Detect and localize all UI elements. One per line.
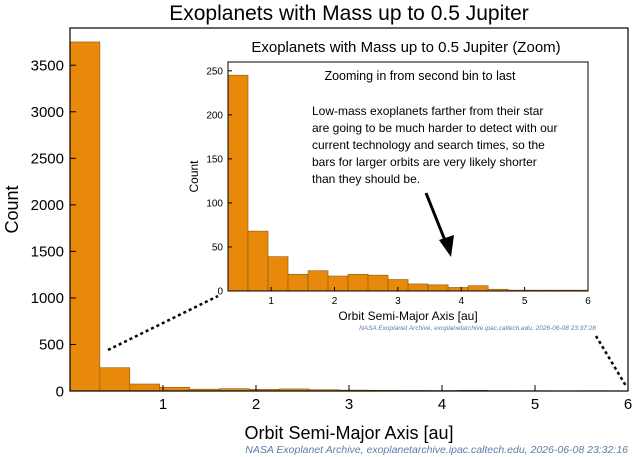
annotation-line: current technology and search times, so … [312,138,545,152]
y-tick-label: 2000 [31,197,64,214]
histogram-bar [247,230,269,292]
x-tick-label: 3 [345,396,353,413]
x-axis-label: Orbit Semi-Major Axis [au] [244,423,453,443]
y-tick-label: 250 [206,66,223,77]
chart-title: Exoplanets with Mass up to 0.5 Jupiter [169,2,529,25]
y-tick-label: 0 [56,383,64,400]
x-tick-label: 1 [159,396,167,413]
histogram-bar [307,270,329,292]
y-tick-label: 0 [217,287,223,298]
annotation-line: Low-mass exoplanets farther from their s… [312,104,543,118]
zoom-connectors [107,294,628,387]
annotation-line: bars for larger orbits are very likely s… [312,155,537,169]
x-tick-label: 3 [395,296,401,307]
histogram-bar [287,273,309,292]
x-tick-label: 5 [531,396,539,413]
x-tick-label: 4 [438,396,446,413]
chart-title: Exoplanets with Mass up to 0.5 Jupiter (… [251,39,560,56]
x-tick-label: 2 [332,296,338,307]
y-tick-label: 500 [39,337,64,354]
zoom-connector-left [107,294,219,352]
y-axis-label: Count [2,185,22,233]
main-chart: 1 2 3 4 5 60500100015002000250030003500Exopla… [2,2,632,456]
y-tick-label: 100 [206,198,223,209]
plot-frame [227,61,589,292]
y-tick-label: 150 [206,154,223,165]
histogram-bar [347,273,369,292]
histogram-bar [447,287,469,292]
histogram-bar [129,383,160,392]
annotation-line: than they should be. [312,172,420,186]
histogram-bar [367,274,389,292]
source-credit: NASA Exoplanet Archive, exoplanetarchive… [245,444,628,456]
x-tick-label: 2 [252,396,260,413]
y-tick-label: 200 [206,110,223,121]
histogram-bar [427,284,449,292]
annotation-line: are going to be much harder to detect wi… [312,121,557,135]
y-tick-label: 50 [212,242,224,253]
source-credit: NASA Exoplanet Archive, exoplanetarchive… [359,325,596,332]
annotation-arrow-head [439,235,454,257]
histogram-bar [407,283,429,292]
x-tick-label: 6 [585,296,591,307]
annotation-title: Zooming in from second bin to last [324,69,516,83]
y-tick-label: 1000 [31,290,64,307]
histogram-bar [467,285,489,292]
histogram-bar [99,367,131,392]
x-tick-label: 1 [268,296,274,307]
histogram-bar [327,275,349,292]
y-axis-label: Count [187,160,201,193]
histogram-bar [227,74,249,292]
y-tick-label: 2500 [31,151,64,168]
histogram-bar [267,256,289,292]
inset-chart: 1 2 3 4 5 6 0 50 100 150 200 250 Exoplanets with Mas… [187,39,596,332]
y-tick-label: 3000 [31,104,64,121]
histogram-bar [69,41,101,392]
annotation-arrow-shaft [424,192,448,244]
x-tick-label: 5 [522,296,528,307]
x-tick-label: 4 [458,296,464,307]
zoom-connector-right [594,335,628,387]
y-tick-label: 1500 [31,244,64,261]
y-tick-label: 3500 [31,57,64,74]
plot-background [228,62,588,291]
x-tick-label: 6 [624,396,632,413]
x-axis-label: Orbit Semi-Major Axis [au] [338,309,477,323]
